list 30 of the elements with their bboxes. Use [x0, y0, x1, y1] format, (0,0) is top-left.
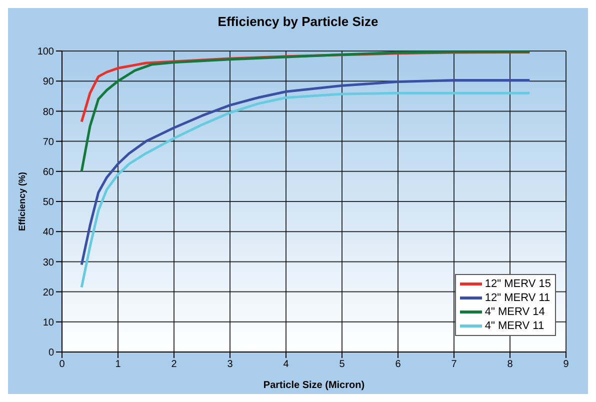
x-tick-label: 2	[171, 359, 178, 370]
y-tick-label: 100	[37, 46, 54, 58]
x-tick-label: 8	[507, 359, 514, 370]
x-tick-label: 3	[227, 359, 234, 370]
x-tick-label: 7	[451, 359, 458, 370]
legend-label: 12" MERV 11	[484, 291, 550, 305]
x-tick-label: 1	[115, 359, 122, 370]
x-tick-label: 5	[339, 359, 346, 370]
legend-label: 12" MERV 15	[484, 277, 551, 291]
y-tick-label: 40	[42, 227, 54, 238]
x-tick-label: 4	[283, 359, 290, 370]
y-tick-label: 10	[42, 317, 54, 328]
chart-title: Efficiency by Particle Size	[216, 14, 380, 29]
x-tick-label: 6	[395, 359, 402, 370]
legend-label: 4" MERV 11	[484, 319, 544, 333]
x-axis-title: Particle Size (Micron)	[263, 380, 365, 391]
y-tick-label: 80	[42, 106, 54, 118]
x-tick-label: 9	[563, 359, 570, 370]
line-series	[80, 78, 531, 266]
y-tick-label: 30	[42, 257, 54, 268]
y-tick-label: 50	[42, 197, 54, 208]
y-tick-label: 90	[42, 76, 54, 88]
y-tick-label: 70	[42, 136, 54, 148]
y-axis-title: Efficiency (%)	[17, 172, 28, 232]
legend-label: 4" MERV 14	[484, 305, 545, 319]
y-tick-label: 60	[42, 166, 54, 178]
y-tick-label: 20	[42, 287, 54, 298]
line-series	[80, 51, 531, 173]
y-tick-label: 0	[48, 348, 54, 359]
x-tick-label: 0	[59, 359, 66, 370]
